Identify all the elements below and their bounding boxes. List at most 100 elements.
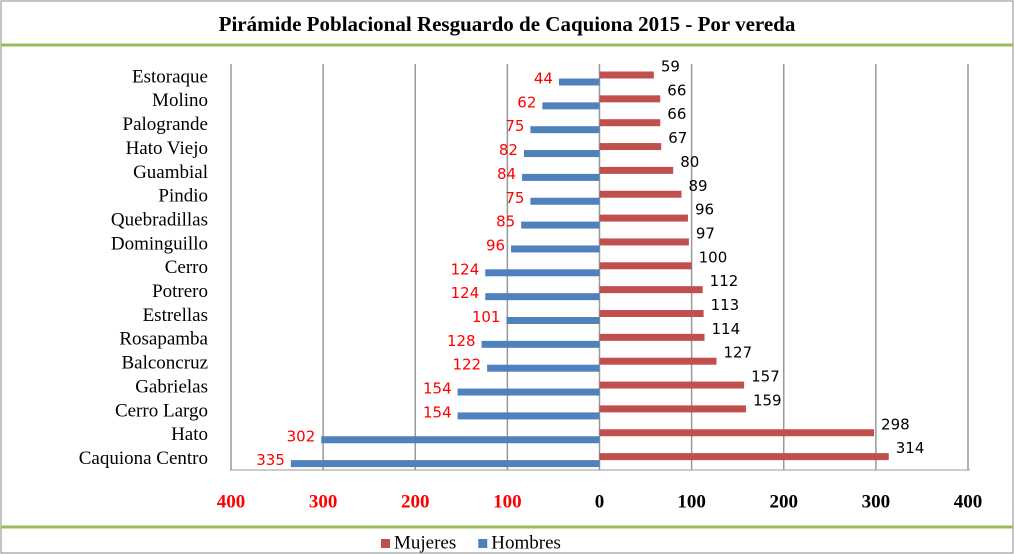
data-label: 97 bbox=[696, 224, 715, 242]
data-label: 157 bbox=[751, 368, 780, 386]
bar bbox=[599, 333, 705, 341]
data-label: 66 bbox=[667, 81, 686, 99]
bar bbox=[321, 436, 600, 444]
category-label: Palogrande bbox=[123, 114, 208, 135]
bar bbox=[599, 190, 682, 198]
bar bbox=[599, 166, 674, 174]
data-label: 112 bbox=[710, 272, 739, 290]
bar bbox=[599, 143, 662, 151]
x-tick-label: 100 bbox=[677, 491, 706, 512]
data-label: 154 bbox=[423, 380, 452, 398]
bar bbox=[599, 95, 661, 103]
bar bbox=[599, 381, 745, 389]
legend-label: Mujeres bbox=[394, 532, 456, 553]
bar bbox=[542, 102, 600, 110]
bar bbox=[487, 364, 600, 372]
data-label: 82 bbox=[499, 141, 518, 159]
legend-label: Hombres bbox=[491, 532, 561, 553]
bar bbox=[599, 119, 661, 127]
data-label: 124 bbox=[451, 284, 480, 302]
data-label: 67 bbox=[668, 129, 687, 147]
x-tick-label: 200 bbox=[401, 491, 430, 512]
bar bbox=[457, 388, 600, 396]
category-label: Hato bbox=[171, 424, 208, 445]
category-label: Pindio bbox=[158, 186, 208, 207]
data-label: 101 bbox=[472, 308, 501, 326]
x-tick-label: 300 bbox=[309, 491, 338, 512]
bar bbox=[485, 269, 600, 277]
data-label: 62 bbox=[517, 93, 536, 111]
category-label: Caquiona Centro bbox=[79, 448, 208, 469]
data-label: 154 bbox=[423, 403, 452, 421]
data-label: 113 bbox=[711, 296, 740, 314]
category-label: Guambial bbox=[133, 162, 208, 183]
x-tick-label: 0 bbox=[595, 491, 605, 512]
data-label: 75 bbox=[505, 189, 524, 207]
bar bbox=[481, 340, 600, 348]
data-label: 128 bbox=[447, 332, 476, 350]
category-label: Molino bbox=[152, 90, 208, 111]
category-label: Estoraque bbox=[132, 66, 208, 87]
bar bbox=[485, 293, 600, 301]
bar bbox=[599, 238, 689, 246]
category-label: Balconcruz bbox=[121, 353, 208, 374]
data-label: 80 bbox=[680, 153, 699, 171]
bar bbox=[530, 197, 600, 205]
data-label: 44 bbox=[534, 70, 553, 88]
data-label: 302 bbox=[287, 427, 316, 445]
data-label: 122 bbox=[452, 356, 481, 374]
bar bbox=[599, 357, 717, 365]
category-label: Dominguillo bbox=[111, 233, 208, 254]
category-label: Potrero bbox=[152, 281, 208, 302]
data-label: 100 bbox=[699, 248, 728, 266]
data-label: 124 bbox=[451, 260, 480, 278]
category-label: Hato Viejo bbox=[126, 138, 208, 159]
bar bbox=[523, 150, 600, 158]
category-label: Estrellas bbox=[143, 305, 208, 326]
bar bbox=[599, 71, 654, 79]
bar bbox=[599, 310, 704, 317]
data-label: 159 bbox=[753, 391, 782, 409]
data-label: 84 bbox=[497, 165, 516, 183]
data-label: 298 bbox=[881, 415, 910, 433]
x-tick-label: 300 bbox=[862, 491, 891, 512]
data-label: 59 bbox=[661, 58, 680, 76]
legend-swatch bbox=[381, 539, 390, 548]
data-label: 114 bbox=[712, 320, 741, 338]
bar bbox=[599, 429, 875, 437]
data-label: 89 bbox=[688, 177, 707, 195]
x-tick-label: 400 bbox=[217, 491, 246, 512]
data-label: 66 bbox=[667, 105, 686, 123]
bar bbox=[521, 221, 600, 229]
bar bbox=[522, 173, 600, 181]
bar bbox=[457, 412, 600, 420]
data-label: 96 bbox=[486, 236, 505, 254]
data-label: 85 bbox=[496, 213, 515, 231]
bar bbox=[290, 460, 600, 468]
bar bbox=[599, 262, 692, 270]
bar bbox=[599, 214, 688, 222]
x-tick-label: 400 bbox=[954, 491, 983, 512]
bar bbox=[530, 126, 600, 134]
category-label: Cerro bbox=[165, 257, 208, 278]
x-tick-label: 200 bbox=[770, 491, 799, 512]
bar bbox=[599, 405, 746, 413]
data-label: 335 bbox=[256, 451, 285, 469]
bar bbox=[599, 286, 703, 294]
bar bbox=[506, 317, 600, 324]
x-tick-label: 100 bbox=[493, 491, 522, 512]
category-label: Gabrielas bbox=[135, 376, 208, 397]
bar bbox=[511, 245, 600, 253]
data-label: 127 bbox=[723, 344, 752, 362]
data-label: 75 bbox=[505, 117, 524, 135]
legend-swatch bbox=[478, 539, 488, 548]
chart-title: Pirámide Poblacional Resguardo de Caquio… bbox=[219, 12, 796, 36]
category-label: Rosapamba bbox=[119, 329, 208, 350]
category-label: Cerro Largo bbox=[115, 400, 208, 421]
category-label: Quebradillas bbox=[111, 209, 208, 230]
data-label: 314 bbox=[896, 439, 925, 457]
bar bbox=[599, 453, 889, 461]
bar bbox=[558, 78, 600, 86]
data-label: 96 bbox=[695, 201, 714, 219]
